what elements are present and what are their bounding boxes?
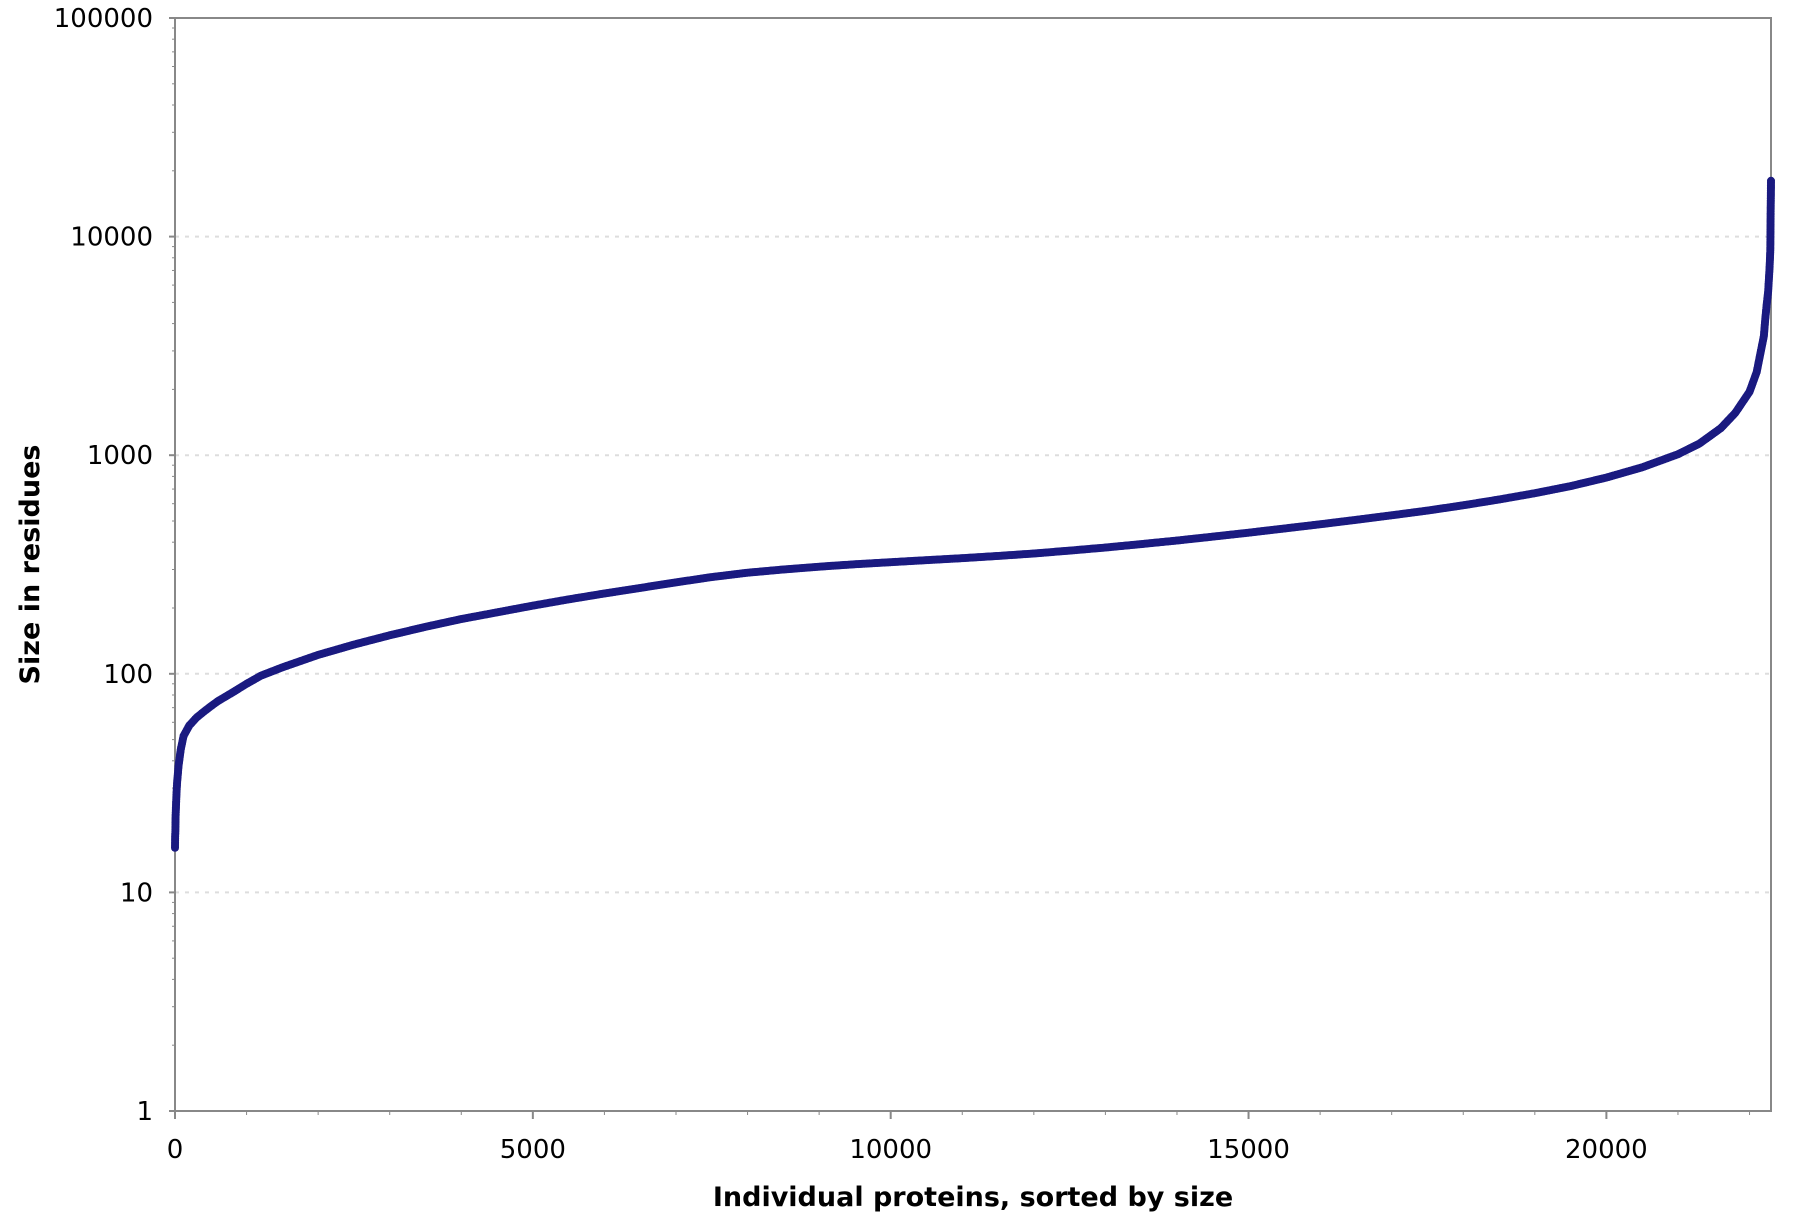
y-tick-label-100000: 100000 (54, 4, 153, 34)
gridlines (175, 235, 1771, 894)
x-axis-title: Individual proteins, sorted by size (713, 1182, 1233, 1213)
y-tick-label-10: 10 (120, 878, 153, 908)
x-axis-ticks: 0 5000 10000 15000 20000 (167, 1111, 1648, 1165)
y-tick-label-100: 100 (103, 660, 153, 690)
x-tick-label-10000: 10000 (849, 1135, 932, 1165)
y-tick-label-1: 1 (136, 1097, 153, 1127)
x-tick-label-5000: 5000 (500, 1135, 566, 1165)
x-tick-label-20000: 20000 (1565, 1135, 1648, 1165)
x-tick-label-0: 0 (167, 1135, 184, 1165)
y-axis-title: Size in residues (15, 445, 46, 685)
y-tick-label-10000: 10000 (70, 223, 153, 253)
y-tick-label-1000: 1000 (87, 441, 153, 471)
plot-frame (174, 17, 1772, 1112)
x-tick-label-15000: 15000 (1207, 1135, 1290, 1165)
data-point (1767, 176, 1775, 185)
series-points (171, 176, 1775, 852)
minor-ticks (172, 27, 1751, 1115)
y-axis-ticks: 1 10 100 1000 10000 100000 (54, 4, 175, 1127)
